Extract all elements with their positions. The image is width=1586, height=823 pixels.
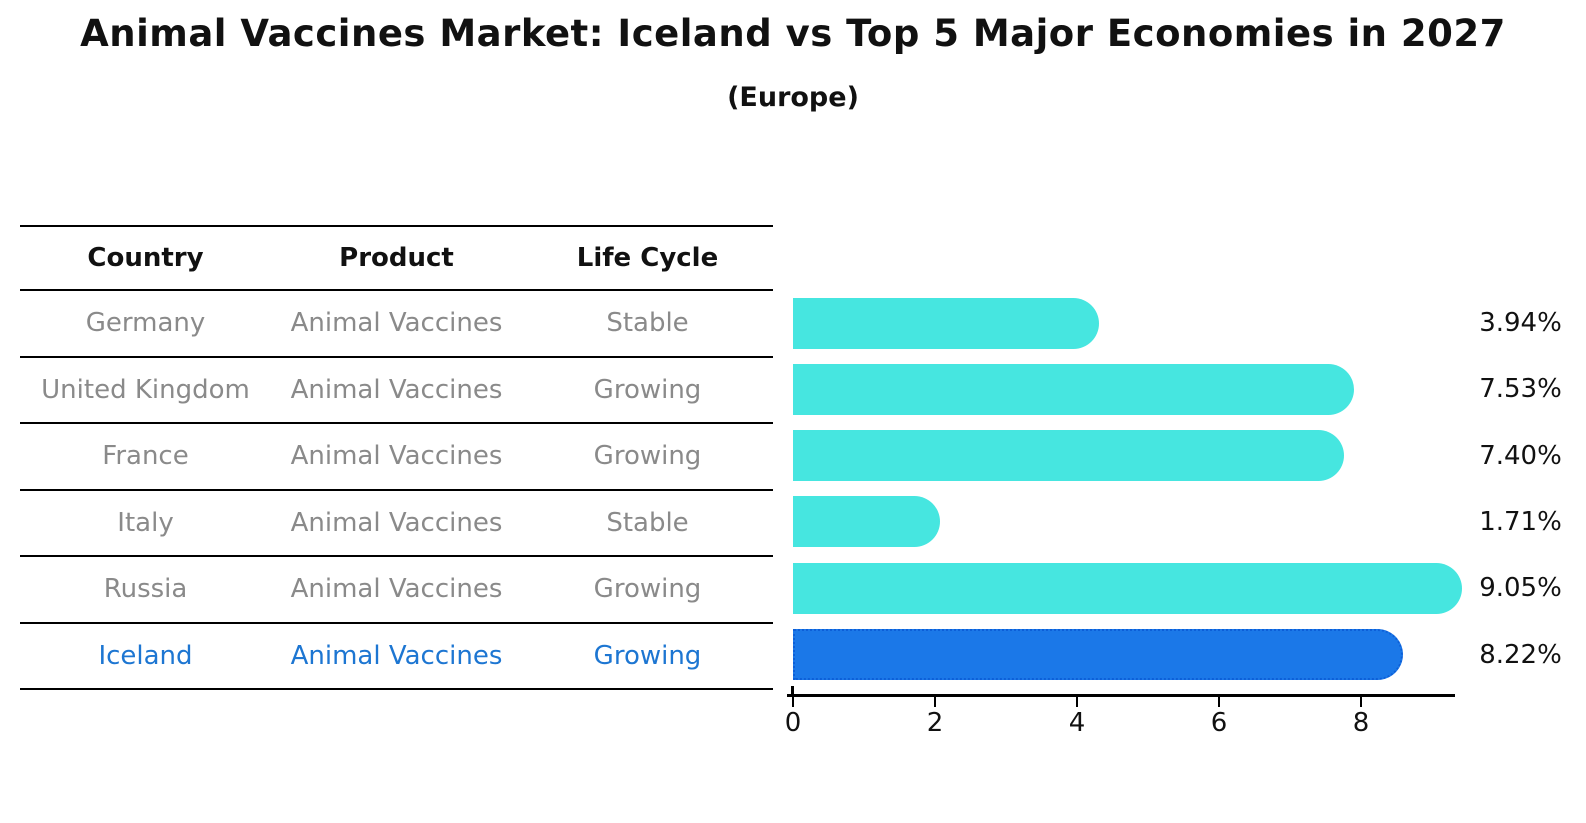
table-cell-country: Iceland [98,640,193,671]
table-cell-product: Animal Vaccines [290,640,503,671]
table-row: Russia Animal Vaccines Growing [20,557,773,624]
table-row: Germany Animal Vaccines Stable [20,291,773,358]
table-cell-life-cycle: Growing [593,640,702,671]
x-axis-tick-label: 8 [1352,708,1370,738]
table-header-product: Product [339,243,454,273]
table-cell-product: Animal Vaccines [290,374,503,405]
x-axis-line [787,694,1455,697]
bar-value-label: 7.53% [1479,374,1562,405]
x-axis-tick [1217,696,1221,707]
table-cell-life-cycle: Stable [606,507,689,538]
table-row: France Animal Vaccines Growing [20,424,773,491]
table-cell-product: Animal Vaccines [290,308,503,339]
x-axis-tick [1359,696,1363,707]
x-axis-tick-label: 2 [926,708,944,738]
table-header-life-cycle: Life Cycle [576,243,719,273]
bar-united-kingdom [793,363,1354,415]
table-row: Italy Animal Vaccines Stable [20,491,773,557]
table-cell-life-cycle: Growing [593,574,702,605]
table-cell-country: France [102,441,189,472]
bar-value-label: 3.94% [1479,308,1562,338]
table-cell-product: Animal Vaccines [290,441,503,472]
table-header-row: Country Product Life Cycle [20,227,773,291]
bar-russia [793,562,1462,614]
table-cell-country: United Kingdom [41,374,250,405]
axis-origin-stub [791,686,794,696]
table-cell-product: Animal Vaccines [290,574,503,605]
x-axis-tick [1075,696,1079,707]
bar-value-label: 9.05% [1479,573,1562,604]
table-cell-country: Russia [103,574,188,605]
bar-iceland [793,629,1403,680]
table-cell-life-cycle: Growing [593,374,702,405]
x-axis-tick-label: 6 [1210,708,1228,738]
bar-value-label: 1.71% [1479,506,1562,537]
bar-value-label: 8.22% [1479,639,1562,670]
x-axis-tick [791,696,795,707]
table-row: United Kingdom Animal Vaccines Growing [20,358,773,424]
bar-value-label: 7.40% [1479,440,1562,471]
data-table: Country Product Life Cycle Germany Animal… [20,225,773,690]
table-cell-life-cycle: Growing [593,441,702,472]
table-cell-product: Animal Vaccines [290,507,503,538]
page-title: Animal Vaccines Market: Iceland vs Top 5… [80,12,1506,55]
x-axis-tick-label: 4 [1068,708,1086,738]
table-cell-country: Italy [117,507,174,538]
x-axis-tick-label: 0 [784,708,802,738]
page-subtitle: (Europe) [727,82,859,113]
table-rows: Germany Animal Vaccines Stable United Kingd… [20,291,773,690]
table-header-country: Country [87,243,204,273]
bar-france [793,430,1345,482]
bar-italy [793,496,941,548]
table-row: Iceland Animal Vaccines Growing [20,624,773,690]
x-axis-tick [933,696,937,707]
bar-germany [793,297,1099,349]
table-cell-country: Germany [85,308,206,339]
table-cell-life-cycle: Stable [606,308,689,339]
